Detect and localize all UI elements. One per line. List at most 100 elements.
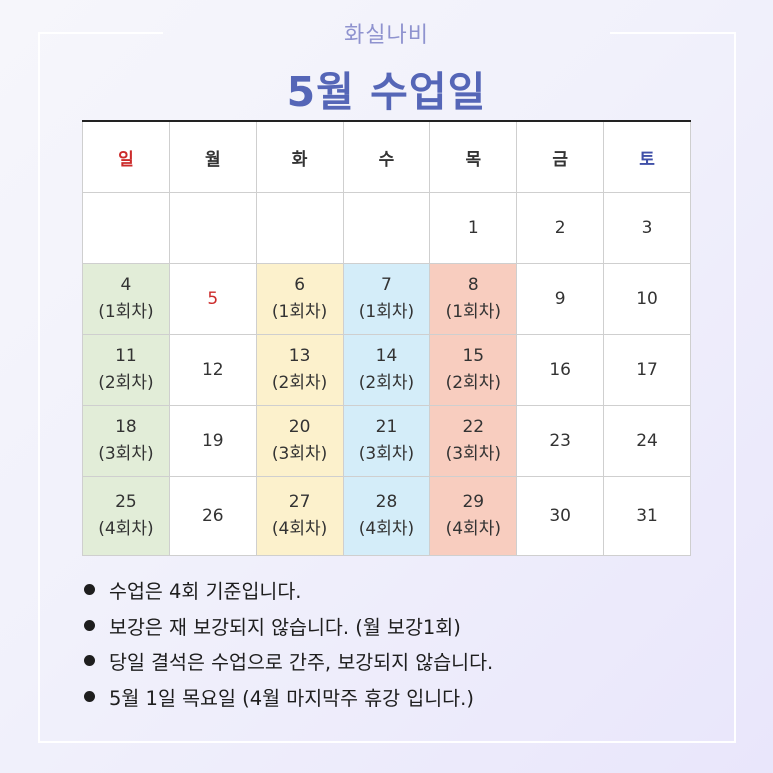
calendar-week-row: 11 (2회차) 12 13 (2회차) 14 (2회차) 15 (2회차) 16 17 xyxy=(82,334,691,406)
session-label: (2회차) xyxy=(271,373,328,393)
weekday-sunday: 일 xyxy=(82,120,170,193)
day-number: 21 xyxy=(375,417,398,437)
calendar-day-cell: 12 xyxy=(168,334,257,406)
list-item: 보강은 재 보강되지 않습니다. (월 보강1회) xyxy=(84,608,493,644)
session-label: (4회차) xyxy=(445,519,501,539)
calendar-table: 일 월 화 수 목 금 토 1 2 3 4 (1회차) 5 6 (1회차) 7 (1회… xyxy=(82,120,691,556)
calendar-day-cell xyxy=(342,192,431,264)
note-text: 보강은 재 보강되지 않습니다. (월 보강1회) xyxy=(109,615,461,639)
day-number: 18 xyxy=(115,417,137,437)
day-number: 17 xyxy=(636,359,658,380)
calendar-day-cell: 26 xyxy=(168,476,257,556)
day-number: 2 xyxy=(554,217,566,238)
calendar-day-cell xyxy=(82,192,170,264)
day-number: 1 xyxy=(467,217,479,238)
calendar-week-row: 1 2 3 xyxy=(82,192,691,264)
calendar-day-cell xyxy=(255,192,344,264)
session-label: (3회차) xyxy=(98,444,154,464)
class-day-cell: 6 (1회차) xyxy=(255,263,344,335)
calendar-day-cell: 3 xyxy=(603,192,691,264)
class-day-cell: 15 (2회차) xyxy=(429,334,518,406)
note-text: 5월 1일 목요일 (4월 마지막주 휴강 입니다.) xyxy=(109,686,474,710)
calendar-day-cell: 30 xyxy=(516,476,605,556)
weekday-friday: 금 xyxy=(516,120,605,193)
calendar-day-cell: 31 xyxy=(603,476,691,556)
day-number: 27 xyxy=(288,492,311,512)
calendar-day-cell: 16 xyxy=(516,334,605,406)
frame-line-top-right xyxy=(610,32,735,34)
bullet-dot-icon xyxy=(84,584,95,596)
frame-line-right xyxy=(734,32,736,742)
day-number: 16 xyxy=(549,359,571,380)
day-number: 4 xyxy=(120,275,132,295)
class-day-cell: 11 (2회차) xyxy=(82,334,170,406)
session-label: (2회차) xyxy=(358,373,415,393)
class-day-cell: 22 (3회차) xyxy=(429,405,518,477)
session-label: (1회차) xyxy=(98,302,154,322)
day-number: 19 xyxy=(201,430,224,451)
day-number: 26 xyxy=(201,505,224,526)
day-number: 23 xyxy=(549,430,571,451)
holiday-cell: 5 xyxy=(168,263,257,335)
day-number: 28 xyxy=(375,492,398,512)
class-day-cell: 28 (4회차) xyxy=(342,476,431,556)
calendar-day-cell: 2 xyxy=(516,192,605,264)
day-number: 24 xyxy=(636,430,658,451)
day-number: 11 xyxy=(115,346,137,366)
day-number: 13 xyxy=(288,346,311,366)
weekday-monday: 월 xyxy=(168,120,257,193)
note-text: 수업은 4회 기준입니다. xyxy=(109,580,302,604)
day-number: 22 xyxy=(462,417,485,437)
session-label: (4회차) xyxy=(98,519,154,539)
day-number: 14 xyxy=(375,346,398,366)
day-number: 12 xyxy=(201,359,224,380)
calendar-week-row: 25 (4회차) 26 27 (4회차) 28 (4회차) 29 (4회차) 30 31 xyxy=(82,476,691,556)
calendar-week-row: 18 (3회차) 19 20 (3회차) 21 (3회차) 22 (3회차) 23 24 xyxy=(82,405,691,477)
session-label: (1회차) xyxy=(445,302,501,322)
day-number: 10 xyxy=(636,288,658,309)
calendar-day-cell: 9 xyxy=(516,263,605,335)
session-label: (3회차) xyxy=(358,444,415,464)
calendar-day-cell: 10 xyxy=(603,263,691,335)
day-number: 7 xyxy=(381,275,392,295)
class-day-cell: 21 (3회차) xyxy=(342,405,431,477)
weekday-wednesday: 수 xyxy=(342,120,431,193)
list-item: 수업은 4회 기준입니다. xyxy=(84,572,493,608)
list-item: 5월 1일 목요일 (4월 마지막주 휴강 입니다.) xyxy=(84,679,493,715)
note-text: 당일 결석은 수업으로 간주, 보강되지 않습니다. xyxy=(109,651,494,675)
list-item: 당일 결석은 수업으로 간주, 보강되지 않습니다. xyxy=(84,643,493,679)
session-label: (3회차) xyxy=(271,444,328,464)
class-day-cell: 25 (4회차) xyxy=(82,476,170,556)
calendar-day-cell: 17 xyxy=(603,334,691,406)
day-number: 3 xyxy=(641,217,653,238)
session-label: (1회차) xyxy=(271,302,328,322)
frame-line-top-left xyxy=(38,32,163,34)
session-label: (2회차) xyxy=(445,373,501,393)
day-number: 31 xyxy=(636,505,658,526)
session-label: (1회차) xyxy=(358,302,415,322)
day-number: 5 xyxy=(207,288,219,309)
calendar-week-row: 4 (1회차) 5 6 (1회차) 7 (1회차) 8 (1회차) 9 10 xyxy=(82,263,691,335)
weekday-saturday: 토 xyxy=(603,120,691,193)
session-label: (2회차) xyxy=(98,373,154,393)
calendar-day-cell: 23 xyxy=(516,405,605,477)
day-number: 8 xyxy=(467,275,479,295)
bullet-dot-icon xyxy=(84,655,95,667)
calendar-header-row: 일 월 화 수 목 금 토 xyxy=(82,120,691,193)
class-day-cell: 29 (4회차) xyxy=(429,476,518,556)
calendar-day-cell: 24 xyxy=(603,405,691,477)
day-number: 20 xyxy=(288,417,311,437)
class-day-cell: 4 (1회차) xyxy=(82,263,170,335)
day-number: 25 xyxy=(115,492,137,512)
session-label: (3회차) xyxy=(445,444,501,464)
class-day-cell: 8 (1회차) xyxy=(429,263,518,335)
weekday-tuesday: 화 xyxy=(255,120,344,193)
calendar-day-cell: 1 xyxy=(429,192,518,264)
class-day-cell: 18 (3회차) xyxy=(82,405,170,477)
day-number: 30 xyxy=(549,505,571,526)
class-day-cell: 7 (1회차) xyxy=(342,263,431,335)
bullet-dot-icon xyxy=(84,690,95,702)
frame-line-bottom xyxy=(38,741,736,743)
weekday-thursday: 목 xyxy=(429,120,518,193)
bullet-dot-icon xyxy=(84,619,95,631)
